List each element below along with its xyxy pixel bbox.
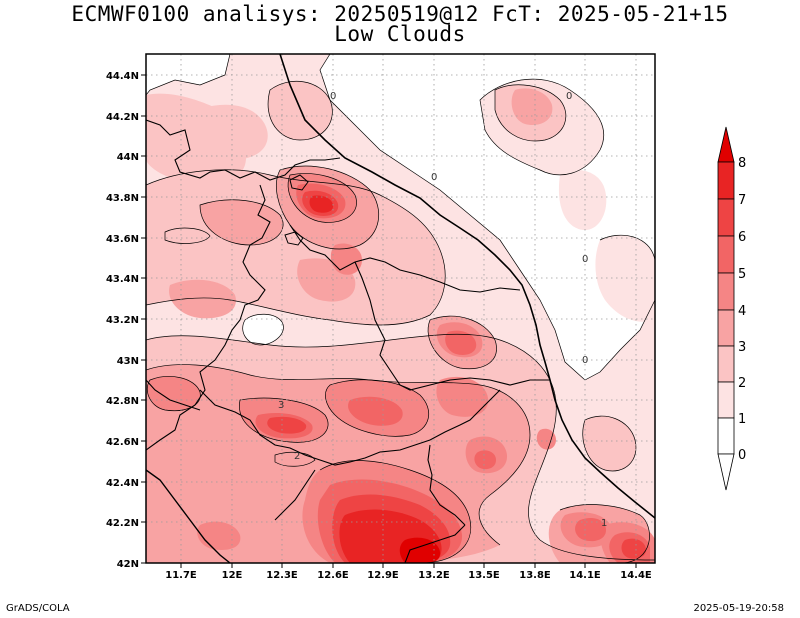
colorbar-segment-2 <box>717 345 735 383</box>
colorbar-segment-0 <box>717 417 735 455</box>
contour-label: 2 <box>294 451 300 462</box>
contour-label: 0 <box>566 91 572 102</box>
colorbar-segment-5 <box>717 235 735 274</box>
colorbar-segment-3 <box>717 309 735 347</box>
lon-label: 13.2E <box>418 570 450 581</box>
colorbar-label: 8 <box>738 156 746 171</box>
footer-timestamp: 2025-05-19-20:58 <box>693 603 784 614</box>
contour-lines <box>146 54 655 563</box>
contour-label: 1 <box>601 518 607 529</box>
lat-label: 42.4N <box>106 478 139 489</box>
contour-label: 0 <box>431 172 437 183</box>
colorbar-label: 0 <box>738 448 746 463</box>
field-white-c1 <box>242 314 284 345</box>
lon-label: 14.4E <box>620 570 652 581</box>
colorbar-label: 2 <box>738 376 746 391</box>
field-white-nw <box>146 54 230 95</box>
contour-label: 0 <box>582 355 588 366</box>
contour-label: 0 <box>582 254 588 265</box>
lon-label: 12.3E <box>266 570 298 581</box>
colorbar-segment-1 <box>717 381 735 419</box>
lat-label: 43.4N <box>106 274 139 285</box>
lon-label: 12.9E <box>367 570 399 581</box>
field-white-e3 <box>595 235 655 322</box>
lat-label: 42N <box>117 559 139 570</box>
contour-label: 3 <box>278 400 284 411</box>
chart-subtitle: Low Clouds <box>334 22 466 46</box>
enclave-border <box>284 231 304 246</box>
field-white-e2 <box>558 170 607 230</box>
lat-label: 43N <box>117 356 139 367</box>
lon-label: 14.1E <box>569 570 601 581</box>
lat-label: 42.8N <box>106 396 139 407</box>
colorbar-top-arrow <box>717 126 735 163</box>
colorbar-labels: 8 7 6 5 4 3 2 1 0 <box>738 156 746 463</box>
lat-label: 43.2N <box>106 315 139 326</box>
lon-label: 13.5E <box>468 570 500 581</box>
colorbar-segment-7 <box>717 161 735 200</box>
axis-ticks <box>141 74 637 568</box>
region-borders <box>146 119 550 563</box>
lat-label: 43.6N <box>106 234 139 245</box>
lon-label: 11.7E <box>165 570 197 581</box>
colorbar-segment-6 <box>717 198 735 237</box>
colorbar-label: 7 <box>738 193 746 208</box>
colorbar-label: 4 <box>738 304 746 319</box>
colorbar-bottom-arrow <box>717 453 735 491</box>
colorbar-label: 6 <box>738 230 746 245</box>
lat-label: 42.2N <box>106 518 139 529</box>
colorbar-label: 3 <box>738 340 746 355</box>
field-level8 <box>399 537 441 563</box>
contour-label: 0 <box>330 91 336 102</box>
map-frame <box>145 53 656 564</box>
lon-label: 13.8E <box>519 570 551 581</box>
lon-label: 12.6E <box>317 570 349 581</box>
lat-label: 43.8N <box>106 193 139 204</box>
coastline-south <box>146 469 231 563</box>
shaded-field <box>146 54 655 563</box>
chart-title: ECMWF0100 analisys: 20250519@12 FcT: 202… <box>71 2 729 26</box>
colorbar-label: 1 <box>738 412 746 427</box>
lat-label: 44.4N <box>106 71 139 82</box>
lat-label: 44N <box>117 152 139 163</box>
contour-value-labels: 0 0 0 0 0 3 2 1 <box>278 91 607 529</box>
colorbar-label: 5 <box>738 267 746 282</box>
lat-label: 42.6N <box>106 437 139 448</box>
coastline <box>279 54 655 519</box>
lat-label: 44.2N <box>106 112 139 123</box>
san-marino-border <box>289 174 309 191</box>
lon-labels: 11.7E 12E 12.3E 12.6E 12.9E 13.2E 13.5E … <box>165 570 652 581</box>
colorbar <box>717 126 735 491</box>
lat-labels: 44.4N 44.2N 44N 43.8N 43.6N 43.4N 43.2N … <box>106 71 139 570</box>
footer-credit: GrADS/COLA <box>6 603 70 614</box>
colorbar-segment-4 <box>717 272 735 311</box>
lon-label: 12E <box>222 570 243 581</box>
